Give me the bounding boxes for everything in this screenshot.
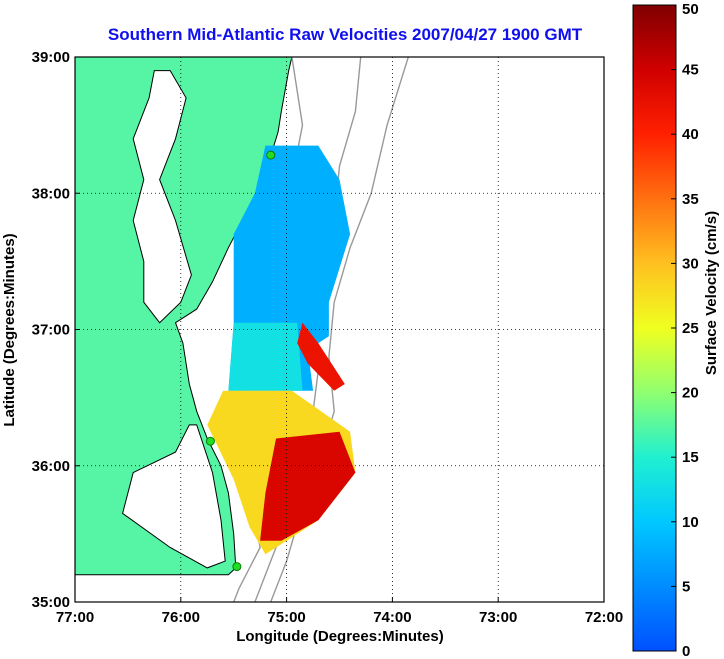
colorbar-tick-label: 45 bbox=[682, 62, 699, 79]
colorbar-ticks: 0 5 10 15 20 25 30 35 40 45 50 bbox=[671, 1, 699, 659]
map-plot-area bbox=[75, 57, 604, 602]
velocity-region-southern-jet-core bbox=[260, 431, 356, 541]
colorbar-tick-label: 5 bbox=[682, 578, 690, 595]
radar-station-marker bbox=[232, 562, 242, 572]
colorbar-tick-label: 25 bbox=[682, 320, 699, 337]
colorbar-tick-label: 50 bbox=[682, 1, 699, 18]
grid-layer bbox=[75, 57, 604, 602]
velocity-region-mid-band bbox=[228, 322, 303, 391]
colorbar-gradient bbox=[632, 4, 677, 652]
x-axis-ticks: 77:00 76:00 75:00 74:00 73:00 72:00 bbox=[56, 597, 623, 626]
x-tick-label: 76:00 bbox=[162, 609, 200, 626]
y-tick-label: 35:00 bbox=[32, 594, 70, 611]
colorbar-tick-label: 30 bbox=[682, 255, 699, 272]
station-layer bbox=[205, 150, 276, 572]
colorbar-tick-label: 0 bbox=[682, 643, 690, 659]
radar-station-marker bbox=[266, 150, 276, 160]
y-axis-label: Latitude (Degrees:Minutes) bbox=[1, 233, 18, 426]
water-chesapeake-bay bbox=[132, 70, 192, 324]
land-layer bbox=[75, 57, 293, 576]
x-tick-label: 74:00 bbox=[373, 609, 411, 626]
x-tick-label: 75:00 bbox=[267, 609, 305, 626]
x-tick-label: 72:00 bbox=[585, 609, 623, 626]
colorbar-tick-label: 20 bbox=[682, 385, 699, 402]
y-tick-label: 36:00 bbox=[32, 458, 70, 475]
x-tick-label: 77:00 bbox=[56, 609, 94, 626]
colorbar-tick-label: 35 bbox=[682, 191, 699, 208]
y-axis-ticks: 35:00 36:00 37:00 38:00 39:00 bbox=[32, 49, 80, 611]
velocity-field-layer bbox=[207, 145, 356, 555]
colorbar: 0 5 10 15 20 25 30 35 40 45 50 Surface Velocity (c… bbox=[632, 1, 720, 659]
colorbar-tick-label: 10 bbox=[682, 514, 699, 531]
x-tick-label: 73:00 bbox=[479, 609, 517, 626]
colorbar-label: Surface Velocity (cm/s) bbox=[703, 211, 720, 375]
water-albemarle-and-pamlico-sounds bbox=[122, 424, 226, 569]
velocity-region-mouth-jet bbox=[297, 322, 345, 391]
land-delmarva-and-virginia bbox=[75, 57, 293, 576]
map-title: Southern Mid-Atlantic Raw Velocities 200… bbox=[108, 25, 583, 44]
y-tick-label: 39:00 bbox=[32, 49, 70, 66]
x-axis-label: Longitude (Degrees:Minutes) bbox=[236, 628, 444, 645]
radar-station-marker bbox=[205, 436, 215, 446]
y-tick-label: 38:00 bbox=[32, 185, 70, 202]
colorbar-tick-label: 15 bbox=[682, 449, 699, 466]
colorbar-tick-label: 40 bbox=[682, 126, 699, 143]
y-tick-label: 37:00 bbox=[32, 322, 70, 339]
